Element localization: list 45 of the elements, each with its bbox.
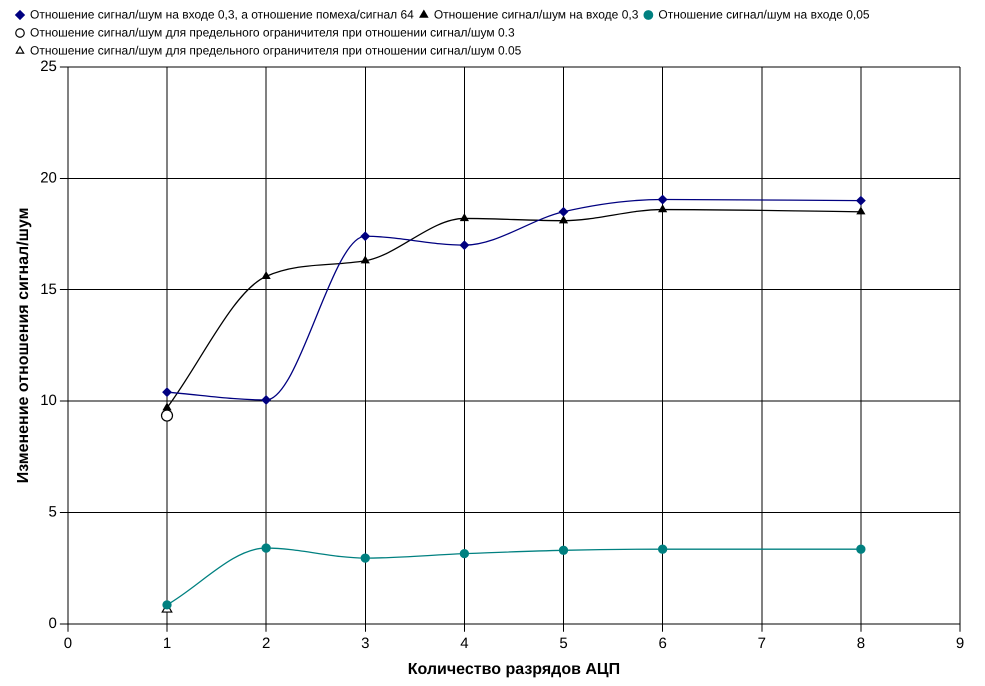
point bbox=[460, 548, 470, 558]
point bbox=[261, 395, 271, 405]
x-tick-label: 2 bbox=[262, 634, 270, 652]
legend-label: Отношение сигнал/шум для предельного ограничителя при отношении сигнал/шум 0.05 bbox=[30, 43, 522, 58]
point bbox=[856, 544, 866, 554]
point bbox=[559, 216, 568, 224]
point bbox=[460, 214, 468, 222]
y-axis-title: Изменение отношения сигнал/шум bbox=[15, 208, 32, 484]
point bbox=[160, 409, 174, 422]
x-tick-label: 8 bbox=[856, 634, 866, 652]
y-tick-label: 25 bbox=[40, 58, 57, 76]
x-tick-label: 6 bbox=[658, 634, 667, 652]
point bbox=[360, 232, 370, 241]
y-tick-label: 15 bbox=[40, 280, 57, 298]
x-axis-title: Количество разрядов АЦП bbox=[408, 660, 620, 678]
x-tick-label: 5 bbox=[559, 634, 568, 652]
point bbox=[856, 207, 865, 214]
x-tick-label: 3 bbox=[361, 634, 370, 652]
point bbox=[262, 272, 270, 280]
legend-label: Отношение сигнал/шум для предельного ограничителя при отношении сигнал/шум 0.3 bbox=[30, 25, 515, 40]
point bbox=[162, 388, 172, 397]
x-tick-label: 1 bbox=[162, 634, 172, 652]
legend-label: Отношение сигнал/шум на входе 0,05 bbox=[658, 7, 870, 22]
point bbox=[460, 240, 470, 250]
y-tick-label: 5 bbox=[48, 504, 57, 521]
point bbox=[658, 204, 667, 212]
y-tick-label: 0 bbox=[48, 614, 57, 632]
x-tick-label: 7 bbox=[758, 634, 766, 652]
x-tick-label: 4 bbox=[460, 634, 469, 652]
point bbox=[261, 543, 271, 553]
point bbox=[162, 600, 172, 610]
point bbox=[658, 194, 668, 204]
point bbox=[162, 403, 172, 410]
x-tick-label: 9 bbox=[956, 634, 964, 652]
point bbox=[360, 553, 370, 563]
point bbox=[558, 546, 568, 555]
point bbox=[558, 207, 568, 216]
legend-label: Отношение сигнал/шум на входе 0,3, а отношение помеха/сигнал 64 bbox=[30, 7, 414, 22]
point bbox=[361, 256, 370, 264]
y-tick-label: 20 bbox=[40, 170, 57, 186]
legend-label: Отношение сигнал/шум на входе 0,3 bbox=[434, 7, 639, 22]
x-tick-label: 0 bbox=[64, 634, 72, 652]
y-tick-label: 10 bbox=[40, 392, 57, 410]
point bbox=[856, 196, 866, 206]
point bbox=[658, 544, 668, 554]
